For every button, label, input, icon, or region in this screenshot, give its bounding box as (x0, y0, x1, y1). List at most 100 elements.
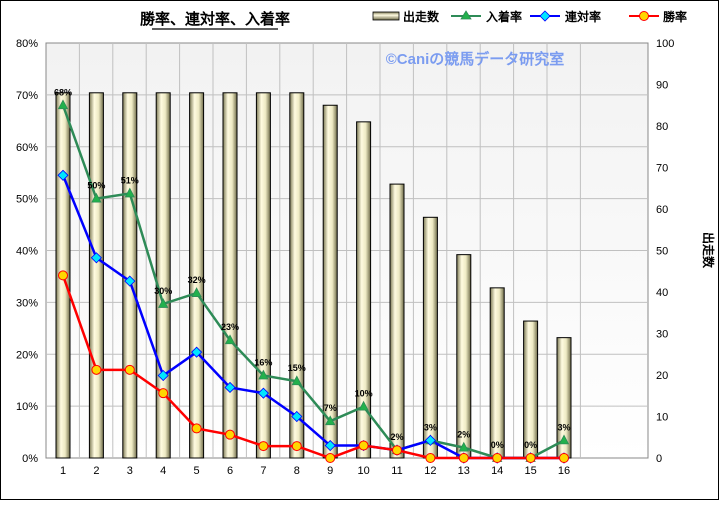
markers-group (57, 99, 570, 464)
y2-axis-label: 出走数 (701, 232, 716, 269)
marker-triangle (325, 415, 336, 426)
marker-triangle (158, 298, 169, 308)
data-label: 0% (524, 440, 537, 450)
marker-circle (225, 429, 235, 440)
data-label: 68% (54, 87, 72, 97)
marker-circle (559, 453, 569, 463)
x-tick-label: 3 (127, 465, 133, 477)
y-tick-label: 10% (16, 401, 38, 413)
data-label: 32% (188, 275, 206, 285)
marker-circle (525, 453, 536, 463)
marker-circle (91, 364, 102, 375)
data-label: 50% (87, 181, 105, 191)
bar-runs (523, 320, 539, 459)
marker-diamond (224, 381, 236, 394)
y2-tick-label: 60 (656, 204, 668, 216)
bar-runs (155, 92, 171, 459)
data-label: 30% (154, 286, 172, 296)
bar-runs (88, 92, 104, 459)
marker-diamond (124, 275, 136, 287)
x-tick-label: 11 (391, 465, 402, 477)
x-tick-label: 12 (424, 465, 436, 477)
data-label: 51% (121, 175, 139, 185)
marker-circle (458, 453, 469, 463)
y2-tick-label: 10 (656, 412, 668, 424)
marker-circle (392, 445, 402, 456)
x-tick-label: 14 (491, 465, 503, 477)
y-tick-label: 0% (22, 453, 38, 465)
legend-label-runs: 出走数 (403, 9, 440, 24)
marker-diamond (324, 439, 336, 452)
marker-circle (258, 441, 269, 452)
bar-runs (456, 254, 472, 459)
marker-circle (291, 441, 302, 452)
data-label: 3% (557, 422, 570, 432)
y-tick-label: 40% (16, 246, 38, 258)
y2-tick-label: 30 (656, 329, 668, 341)
y2-tick-label: 40 (656, 287, 668, 299)
legend-label-place: 入着率 (486, 9, 522, 24)
y-tick-label: 80% (16, 38, 38, 50)
marker-diamond (157, 369, 169, 382)
x-tick-label: 16 (558, 465, 570, 477)
bar-runs (222, 92, 238, 459)
y-tick-label: 20% (16, 349, 38, 361)
bar-runs (289, 92, 305, 459)
x-tick-label: 10 (357, 465, 369, 477)
chart-title: 勝率、連対率、入着率 (140, 10, 290, 28)
y2-tick-label: 100 (656, 38, 674, 50)
y-tick-label: 50% (16, 194, 38, 206)
series-line (61, 104, 565, 460)
marker-circle (425, 453, 436, 463)
marker-triangle (191, 287, 202, 297)
bar-runs (356, 121, 372, 459)
x-tick-label: 4 (160, 465, 166, 477)
bar-runs (489, 287, 505, 459)
gridlines (46, 43, 648, 458)
marker-circle (158, 388, 169, 399)
marker-triangle (291, 375, 302, 386)
y2-tick-label: 0 (656, 453, 662, 465)
data-label: 15% (288, 363, 306, 373)
bar-runs (189, 92, 205, 459)
x-tick-label: 9 (327, 465, 333, 477)
data-label: 16% (254, 358, 272, 368)
y2-tick-label: 90 (656, 80, 668, 92)
marker-circle (492, 453, 503, 463)
x-tick-label: 7 (260, 465, 266, 477)
watermark-text: ©Caniの競馬データ研究室 (386, 50, 565, 68)
legend-circle-icon (639, 11, 649, 21)
x-tick-label: 13 (458, 465, 470, 477)
marker-diamond (291, 410, 303, 423)
x-tick-label: 8 (294, 465, 300, 477)
marker-circle (58, 270, 68, 281)
legend-label-win: 勝率 (663, 9, 687, 24)
legend-label-quinella: 連対率 (565, 9, 601, 24)
bar-runs (389, 183, 405, 459)
marker-circle (325, 453, 336, 463)
y-tick-label: 70% (16, 90, 38, 102)
marker-diamond (424, 434, 436, 446)
lines-group (61, 104, 565, 460)
marker-diamond (257, 387, 269, 399)
x-tick-label: 5 (194, 465, 200, 477)
series-line (61, 274, 564, 460)
y2-tick-label: 70 (656, 163, 668, 175)
marker-triangle (91, 192, 102, 203)
marker-diamond (57, 169, 69, 181)
marker-triangle (124, 187, 135, 198)
marker-diamond (90, 252, 102, 264)
y-tick-label: 30% (16, 297, 38, 309)
right-axis-ticks: 0 10 20 30 40 50 60 70 80 90 100 (656, 38, 674, 465)
y2-tick-label: 80 (656, 121, 668, 133)
data-label: 7% (324, 403, 337, 413)
marker-triangle (458, 441, 469, 452)
marker-circle (358, 440, 369, 451)
data-label: 10% (355, 389, 373, 399)
left-axis-ticks: 0% 10% 20% 30% 40% 50% 60% 70% 80% (16, 38, 38, 465)
y2-tick-label: 20 (656, 370, 668, 382)
x-tick-label: 1 (60, 465, 66, 477)
y-tick-label: 60% (16, 142, 38, 154)
